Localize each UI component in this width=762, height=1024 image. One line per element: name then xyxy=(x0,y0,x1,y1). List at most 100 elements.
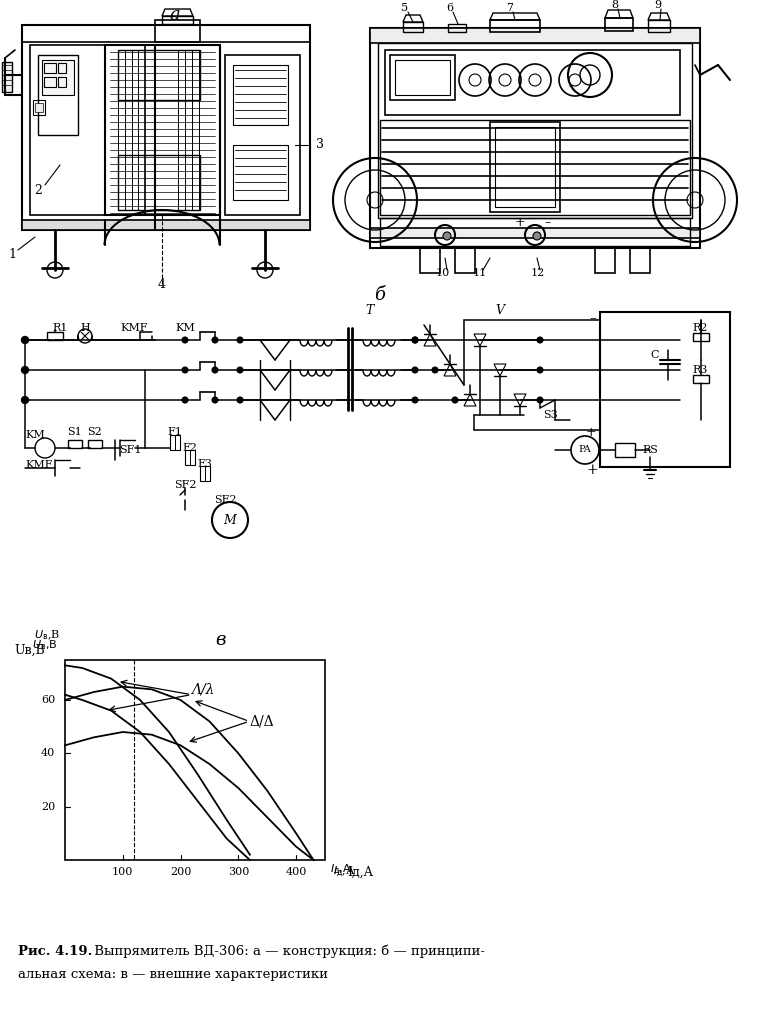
Circle shape xyxy=(412,337,418,343)
Bar xyxy=(35,103,43,112)
Text: S2: S2 xyxy=(88,427,102,437)
Text: SF1: SF1 xyxy=(119,445,141,455)
Bar xyxy=(385,50,680,115)
Circle shape xyxy=(452,397,458,403)
Bar xyxy=(65,660,325,860)
Bar xyxy=(390,55,455,100)
Circle shape xyxy=(412,337,418,343)
Circle shape xyxy=(432,367,438,373)
Bar xyxy=(2,62,12,92)
Bar xyxy=(30,45,145,215)
Text: SF2: SF2 xyxy=(214,495,236,505)
Text: Uв,В: Uв,В xyxy=(14,643,46,656)
Text: –: – xyxy=(545,216,551,229)
Circle shape xyxy=(443,232,451,240)
Bar xyxy=(403,22,423,32)
Text: а: а xyxy=(170,6,181,24)
Bar xyxy=(420,248,440,273)
Bar xyxy=(225,55,300,215)
Text: 12: 12 xyxy=(531,268,545,278)
Bar xyxy=(233,145,288,200)
Text: 1: 1 xyxy=(8,249,16,261)
Text: б: б xyxy=(374,286,386,304)
Bar xyxy=(200,466,210,481)
Bar xyxy=(170,435,180,450)
Bar xyxy=(370,28,700,248)
Text: Λ/λ: Λ/λ xyxy=(191,683,215,696)
Text: F3: F3 xyxy=(197,459,213,469)
Circle shape xyxy=(182,367,188,373)
Text: Iд,А: Iд,А xyxy=(347,865,373,879)
Text: 100: 100 xyxy=(112,867,133,877)
Text: $U_{\rm в}$,В: $U_{\rm в}$,В xyxy=(31,638,57,652)
Bar xyxy=(47,332,63,340)
Text: R3: R3 xyxy=(693,365,708,375)
Bar xyxy=(490,20,540,32)
Circle shape xyxy=(533,232,541,240)
Text: 5: 5 xyxy=(402,3,408,13)
Bar xyxy=(648,20,670,32)
Bar xyxy=(630,248,650,273)
Text: F2: F2 xyxy=(183,443,197,453)
Text: 60: 60 xyxy=(40,695,55,705)
Text: +: + xyxy=(514,216,525,229)
Circle shape xyxy=(537,367,543,373)
Bar xyxy=(42,60,74,95)
Bar xyxy=(33,100,45,115)
Bar xyxy=(185,450,195,465)
Text: $I_\mathrm{д}$,А: $I_\mathrm{д}$,А xyxy=(333,864,356,880)
Text: R1: R1 xyxy=(52,323,67,333)
Bar xyxy=(58,63,66,73)
Text: KM: KM xyxy=(25,430,45,440)
Text: в: в xyxy=(215,631,226,649)
Text: KMF: KMF xyxy=(25,460,53,470)
Text: альная схема: в — внешние характеристики: альная схема: в — внешние характеристики xyxy=(18,968,328,981)
Bar xyxy=(22,25,310,230)
Text: 40: 40 xyxy=(40,749,55,759)
Bar xyxy=(495,127,555,207)
Text: R2: R2 xyxy=(693,323,708,333)
Text: $U_\mathrm{в}$,В: $U_\mathrm{в}$,В xyxy=(34,628,60,642)
Circle shape xyxy=(21,367,28,374)
Bar xyxy=(378,43,692,218)
Bar xyxy=(370,228,700,238)
Text: +: + xyxy=(585,426,596,438)
Bar xyxy=(490,122,560,212)
Bar xyxy=(118,155,200,210)
Text: M: M xyxy=(223,513,236,526)
Text: 20: 20 xyxy=(40,802,55,812)
Bar xyxy=(600,312,730,467)
Circle shape xyxy=(537,337,543,343)
Text: 3: 3 xyxy=(316,138,324,152)
Text: V: V xyxy=(495,303,504,316)
Text: KMF: KMF xyxy=(120,323,148,333)
Bar xyxy=(68,440,82,449)
Bar xyxy=(118,50,200,100)
Bar xyxy=(58,77,66,87)
Bar xyxy=(448,24,466,32)
Circle shape xyxy=(237,397,243,403)
Circle shape xyxy=(21,396,28,403)
Text: 2: 2 xyxy=(34,183,42,197)
Bar xyxy=(162,16,193,24)
Text: Выпрямитель ВД-306: а — конструкция: б — принципи-: Выпрямитель ВД-306: а — конструкция: б —… xyxy=(90,945,485,958)
Circle shape xyxy=(237,367,243,373)
Text: 7: 7 xyxy=(507,3,514,13)
Text: 10: 10 xyxy=(436,268,450,278)
Bar xyxy=(615,443,635,457)
Text: 4: 4 xyxy=(158,279,166,292)
Text: H: H xyxy=(80,323,90,333)
Text: C: C xyxy=(651,350,659,360)
Text: PA: PA xyxy=(578,445,591,455)
Circle shape xyxy=(212,337,218,343)
Circle shape xyxy=(212,367,218,373)
Bar xyxy=(595,248,615,273)
Text: +: + xyxy=(587,463,598,477)
Circle shape xyxy=(412,397,418,403)
Bar xyxy=(44,77,56,87)
Bar xyxy=(105,45,220,215)
Text: 400: 400 xyxy=(286,867,307,877)
Text: T: T xyxy=(366,303,374,316)
Bar xyxy=(233,65,288,125)
Circle shape xyxy=(237,337,243,343)
